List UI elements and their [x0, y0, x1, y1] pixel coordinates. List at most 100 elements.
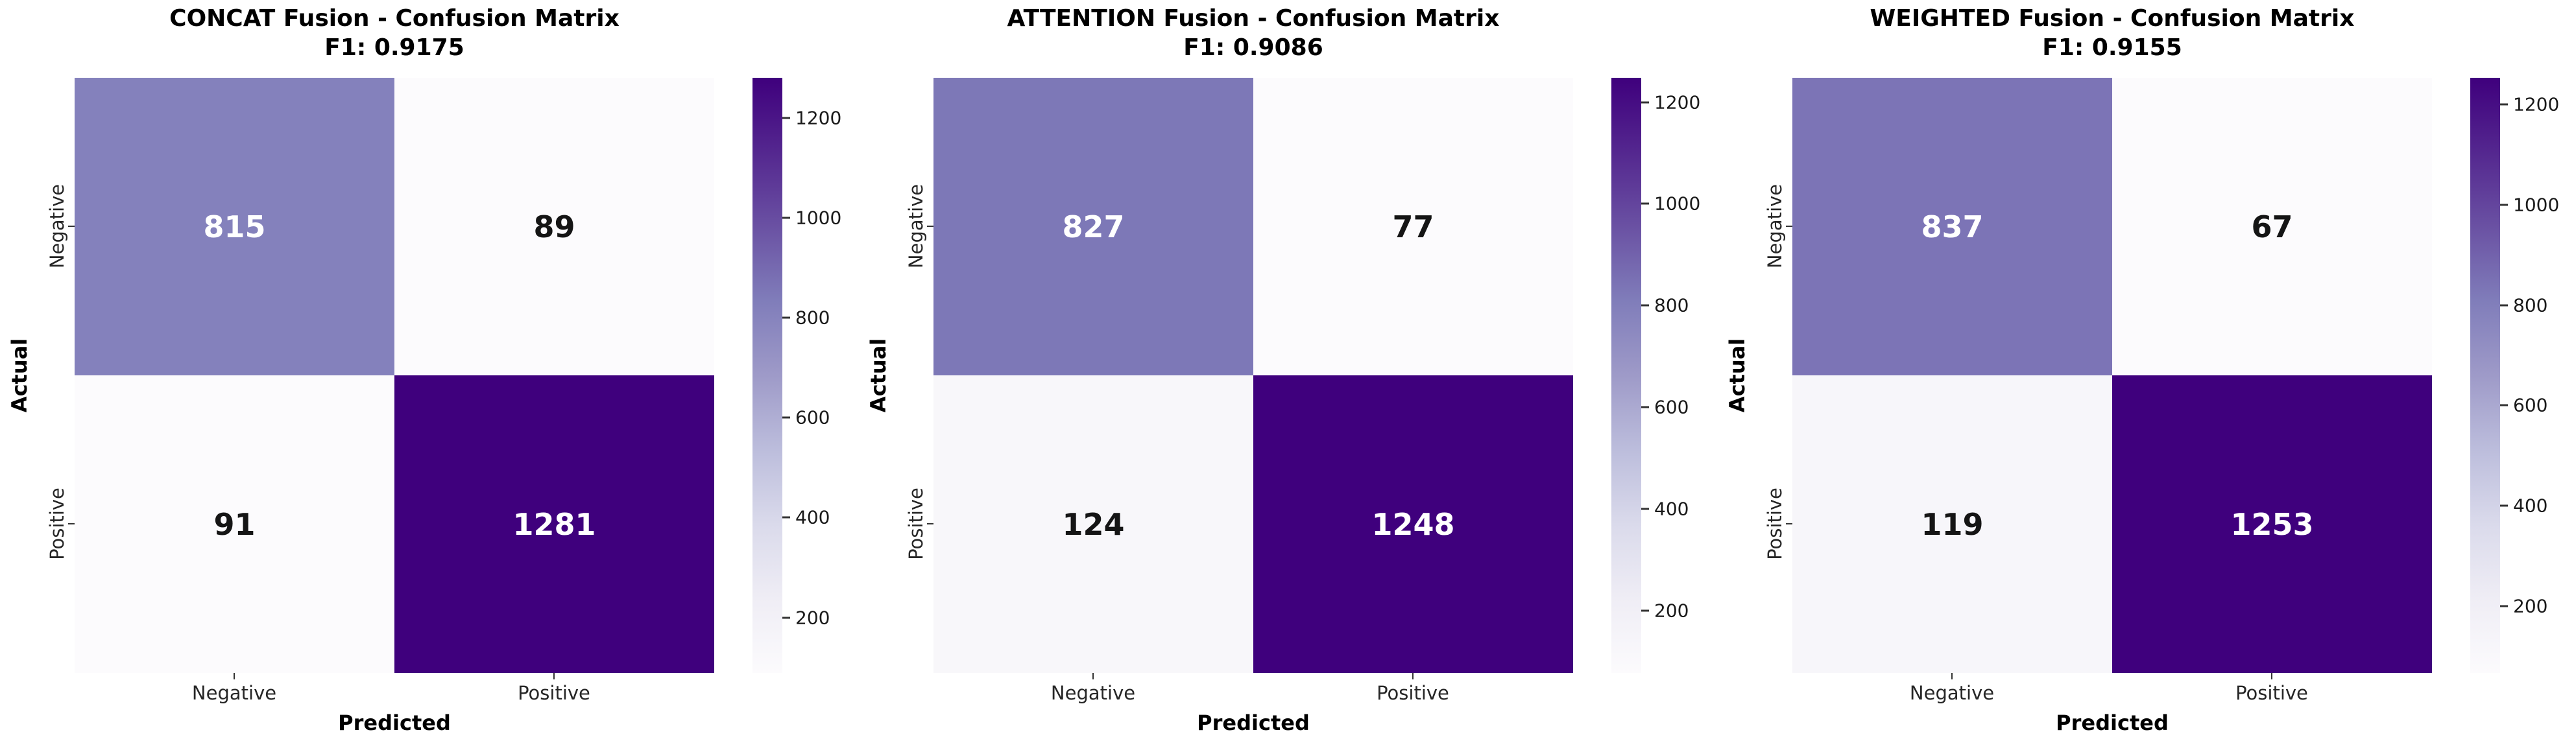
- y-axis-label: Actual: [866, 338, 891, 413]
- colorbar-tick-label: 200: [1654, 600, 1689, 622]
- colorbar-tick-mark: [782, 316, 790, 319]
- cell-true-negative: 827: [933, 78, 1253, 375]
- colorbar-tick-mark: [2500, 404, 2508, 406]
- chart-title-line1: ATTENTION Fusion - Confusion Matrix: [1007, 5, 1500, 32]
- y-tick-mark: [1786, 523, 1792, 524]
- x-axis-label: Predicted: [2056, 711, 2169, 735]
- colorbar-tick-mark: [1641, 101, 1649, 104]
- colorbar-tick-label: 800: [795, 307, 830, 329]
- panel-attention: ATTENTION Fusion - Confusion Matrix F1: …: [859, 0, 1717, 752]
- cell-false-positive: 67: [2112, 78, 2432, 375]
- colorbar-tick-label: 400: [795, 506, 830, 528]
- colorbar-tick-label: 400: [1654, 498, 1689, 520]
- y-tick-label-negative: Negative: [46, 183, 68, 269]
- y-tick-mark: [68, 523, 75, 524]
- cell-true-positive: 1253: [2112, 375, 2432, 673]
- colorbar-tick-label: 400: [2513, 495, 2548, 517]
- panel-weighted: WEIGHTED Fusion - Confusion Matrix F1: 0…: [1718, 0, 2576, 752]
- chart-title-line1: WEIGHTED Fusion - Confusion Matrix: [1870, 5, 2355, 32]
- colorbar: [1611, 78, 1641, 673]
- x-tick-label-negative: Negative: [191, 682, 277, 704]
- colorbar-tick-mark: [1641, 202, 1649, 205]
- x-tick-mark: [1412, 673, 1414, 679]
- x-tick-label-positive: Positive: [1377, 682, 1449, 704]
- x-tick-mark: [1092, 673, 1094, 679]
- y-tick-label-positive: Positive: [46, 488, 68, 560]
- y-axis-label: Actual: [1725, 338, 1750, 413]
- x-tick-label-negative: Negative: [1909, 682, 1995, 704]
- cell-false-positive: 77: [1253, 78, 1573, 375]
- colorbar-tick-mark: [782, 217, 790, 219]
- colorbar-tick-label: 200: [795, 607, 830, 629]
- colorbar-tick-label: 1200: [1654, 91, 1701, 113]
- chart-title-line1: CONCAT Fusion - Confusion Matrix: [169, 5, 620, 32]
- cell-false-negative: 124: [933, 375, 1253, 673]
- colorbar-tick-mark: [782, 117, 790, 119]
- colorbar: [2470, 78, 2500, 673]
- colorbar-tick-label: 200: [2513, 595, 2548, 617]
- x-tick-label-positive: Positive: [518, 682, 590, 704]
- y-tick-mark: [1786, 226, 1792, 227]
- y-tick-mark: [927, 523, 933, 524]
- y-tick-label-positive: Positive: [905, 488, 927, 560]
- colorbar-tick-label: 800: [1654, 294, 1689, 316]
- x-tick-mark: [2271, 673, 2272, 679]
- x-tick-mark: [1951, 673, 1953, 679]
- chart-title: WEIGHTED Fusion - Confusion Matrix F1: 0…: [1792, 4, 2432, 62]
- colorbar-tick-mark: [2500, 504, 2508, 507]
- colorbar-tick-mark: [2500, 605, 2508, 607]
- colorbar-tick-mark: [2500, 204, 2508, 206]
- colorbar-tick-mark: [1641, 609, 1649, 612]
- x-axis-label: Predicted: [1197, 711, 1310, 735]
- colorbar-ticks: 200 400 600 800 1000 1200: [1641, 78, 1717, 673]
- colorbar-tick-label: 600: [1654, 396, 1689, 418]
- colorbar-tick-mark: [1641, 508, 1649, 510]
- cell-false-negative: 91: [75, 375, 394, 673]
- panel-concat: CONCAT Fusion - Confusion Matrix F1: 0.9…: [0, 0, 858, 752]
- chart-title: CONCAT Fusion - Confusion Matrix F1: 0.9…: [75, 4, 714, 62]
- cell-true-positive: 1281: [394, 375, 714, 673]
- x-tick-label-negative: Negative: [1050, 682, 1136, 704]
- colorbar-tick-mark: [2500, 304, 2508, 307]
- colorbar-tick-mark: [1641, 304, 1649, 307]
- heatmap-plot: 827 77 124 1248: [933, 78, 1573, 673]
- colorbar-tick-mark: [782, 617, 790, 619]
- cell-true-positive: 1248: [1253, 375, 1573, 673]
- colorbar-ticks: 200 400 600 800 1000 1200: [782, 78, 858, 673]
- chart-title-f1: F1: 0.9086: [1183, 34, 1323, 61]
- chart-title-f1: F1: 0.9155: [2042, 34, 2182, 61]
- colorbar: [752, 78, 782, 673]
- chart-title: ATTENTION Fusion - Confusion Matrix F1: …: [933, 4, 1573, 62]
- x-tick-mark: [234, 673, 235, 679]
- chart-title-f1: F1: 0.9175: [324, 34, 464, 61]
- cell-true-negative: 837: [1792, 78, 2112, 375]
- colorbar-tick-mark: [2500, 103, 2508, 106]
- y-tick-label-positive: Positive: [1764, 488, 1786, 560]
- cell-false-positive: 89: [394, 78, 714, 375]
- x-axis-label: Predicted: [338, 711, 451, 735]
- colorbar-tick-label: 600: [795, 406, 830, 429]
- y-tick-label-negative: Negative: [1764, 183, 1786, 269]
- y-tick-mark: [68, 226, 75, 227]
- colorbar-tick-label: 1000: [795, 207, 842, 229]
- heatmap-plot: 837 67 119 1253: [1792, 78, 2432, 673]
- colorbar-tick-label: 800: [2513, 294, 2548, 316]
- colorbar-tick-label: 1000: [1654, 193, 1701, 215]
- heatmap-plot: 815 89 91 1281: [75, 78, 714, 673]
- y-axis-label: Actual: [7, 338, 32, 413]
- cell-true-negative: 815: [75, 78, 394, 375]
- colorbar-tick-label: 1200: [795, 107, 842, 129]
- colorbar-tick-label: 1200: [2513, 93, 2560, 115]
- colorbar-tick-mark: [1641, 406, 1649, 408]
- colorbar-tick-mark: [782, 416, 790, 419]
- colorbar-ticks: 200 400 600 800 1000 1200: [2500, 78, 2576, 673]
- colorbar-tick-label: 1000: [2513, 194, 2560, 216]
- colorbar-tick-label: 600: [2513, 394, 2548, 416]
- x-tick-mark: [553, 673, 555, 679]
- colorbar-tick-mark: [782, 516, 790, 519]
- y-tick-mark: [927, 226, 933, 227]
- x-tick-label-positive: Positive: [2235, 682, 2308, 704]
- y-tick-label-negative: Negative: [905, 183, 927, 269]
- cell-false-negative: 119: [1792, 375, 2112, 673]
